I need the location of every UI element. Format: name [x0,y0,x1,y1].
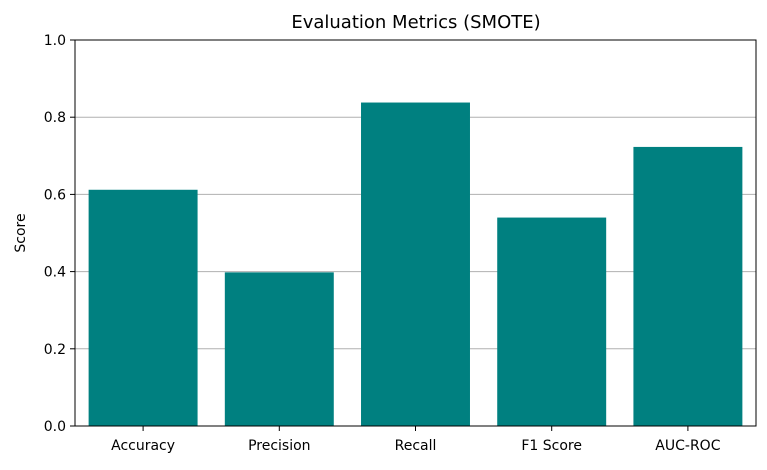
y-tick-label: 0.6 [44,187,66,203]
x-tick-label: Accuracy [111,438,175,454]
x-ticks: Accuracy Precision Recall F1 Score AUC-ROC [111,426,721,454]
bar-accuracy [88,189,198,426]
bar-f1-score [497,217,607,426]
y-tick-label: 1.0 [44,33,66,49]
bar-recall [361,102,470,427]
x-tick-label: Precision [248,438,310,454]
bar-precision [224,272,334,426]
x-tick-label: F1 Score [521,438,582,454]
x-tick-label: AUC-ROC [655,438,720,454]
y-tick-label: 0.2 [44,342,66,358]
chart-title: Evaluation Metrics (SMOTE) [291,12,540,33]
bars [88,102,743,427]
y-axis-label: Score [13,213,29,252]
y-tick-label: 0.8 [44,110,66,126]
y-ticks: 0.0 0.2 0.4 0.6 0.8 1.0 [44,33,75,435]
bar-auc-roc [633,146,743,426]
y-tick-label: 0.4 [44,265,66,281]
x-tick-label: Recall [395,438,437,454]
y-tick-label: 0.0 [44,419,66,435]
